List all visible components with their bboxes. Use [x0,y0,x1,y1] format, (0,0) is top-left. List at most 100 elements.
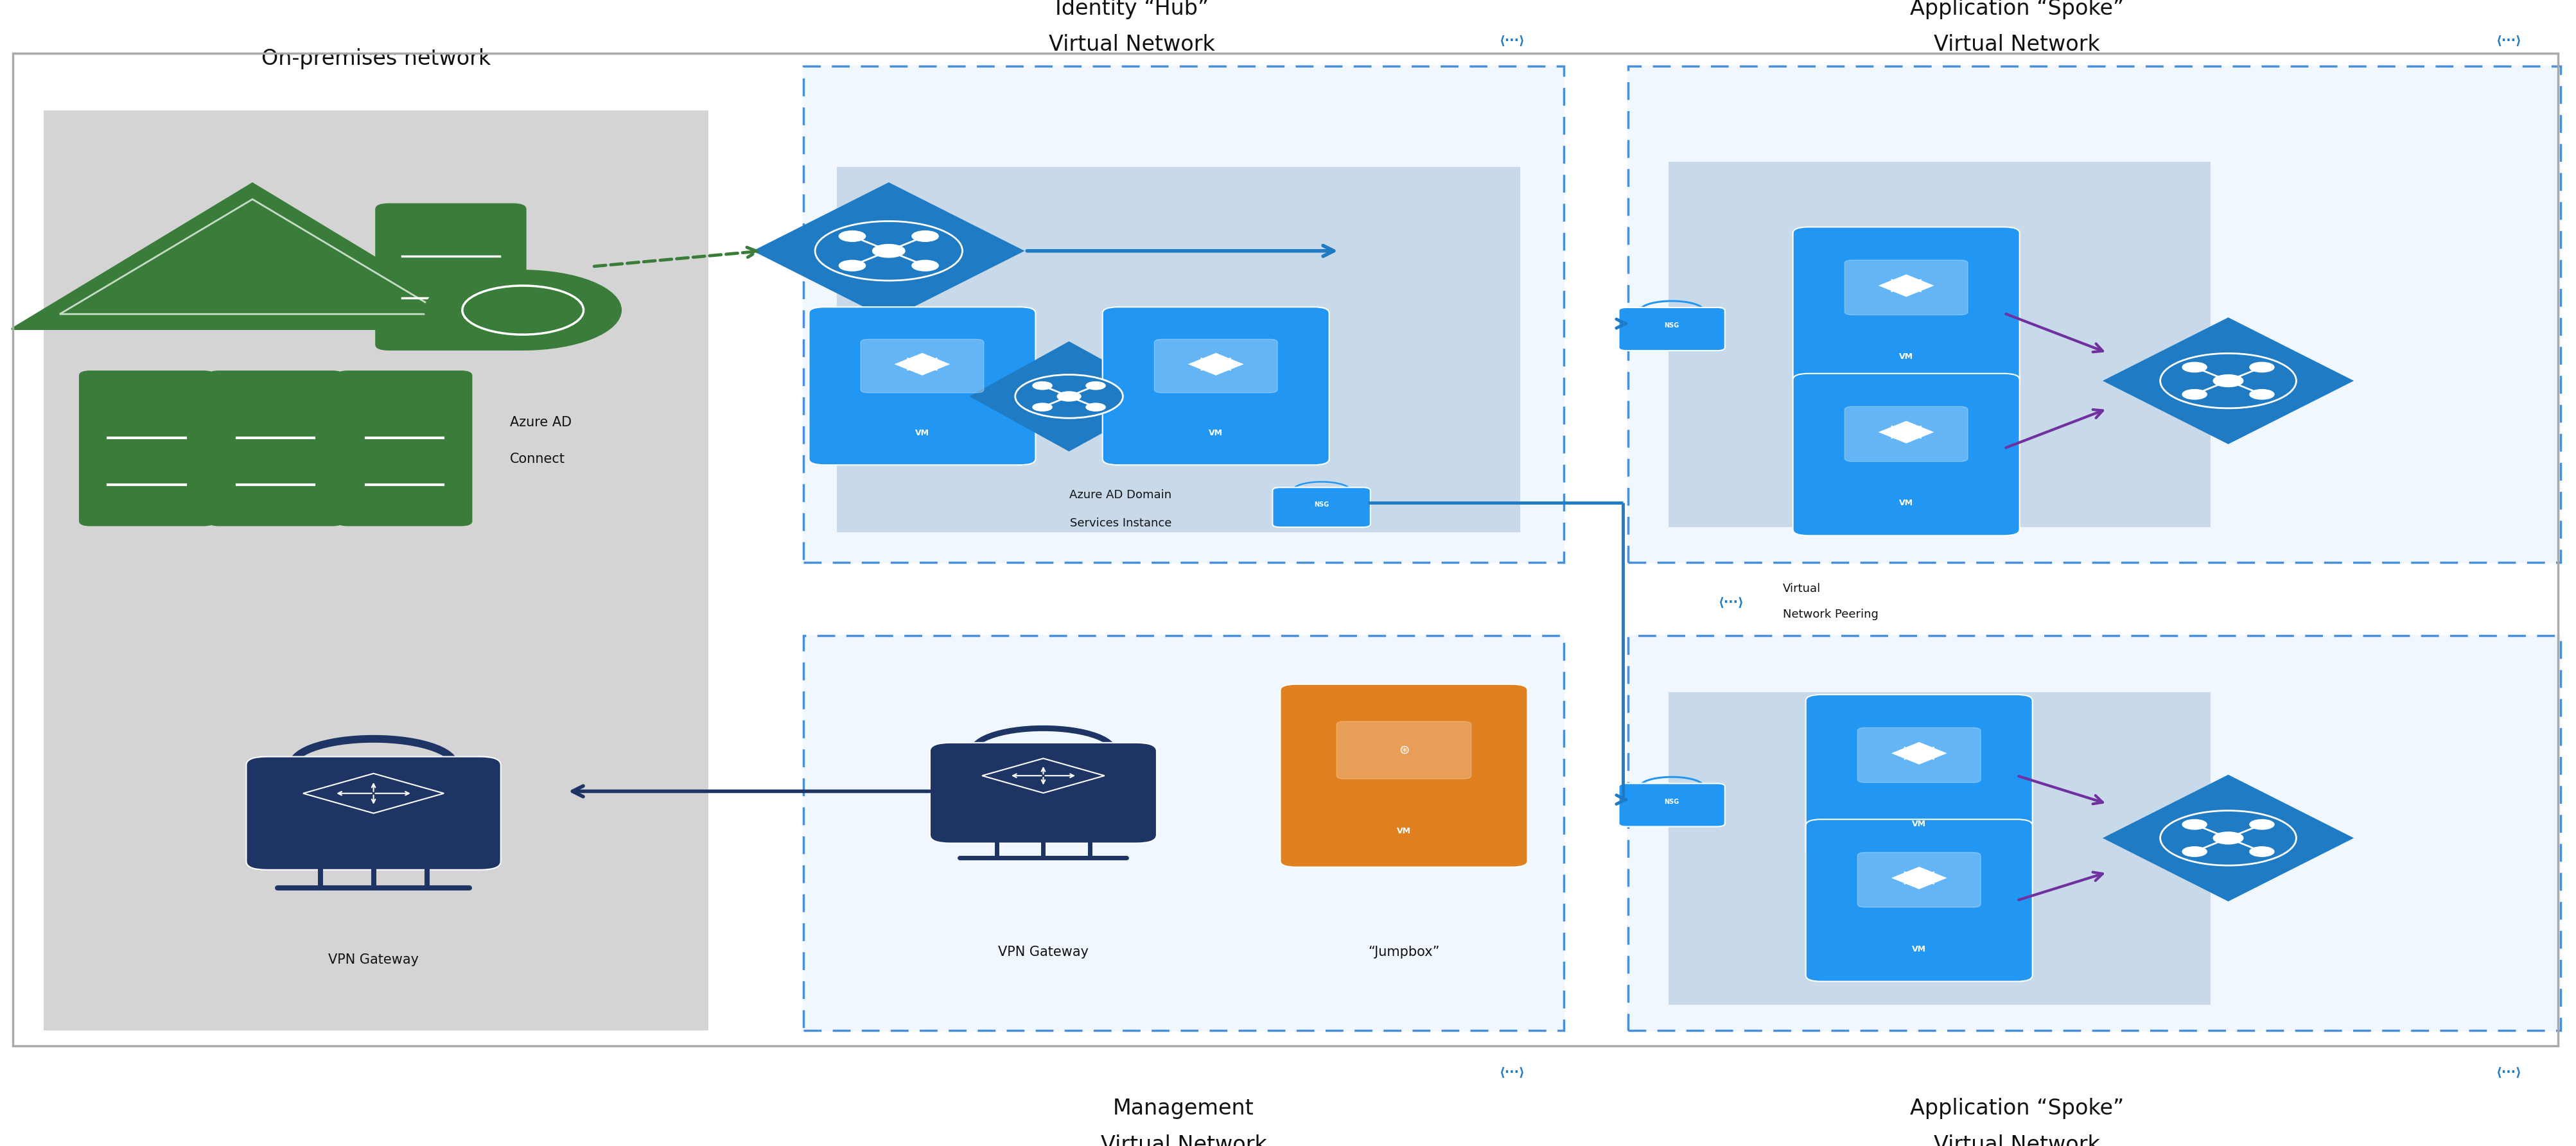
FancyBboxPatch shape [837,167,1520,532]
Text: ⟨···⟩: ⟨···⟩ [2496,34,2522,46]
Circle shape [1087,382,1105,390]
FancyBboxPatch shape [1669,692,2210,1004]
Circle shape [1015,375,1123,418]
FancyBboxPatch shape [1280,684,1528,868]
FancyBboxPatch shape [1793,227,2020,390]
FancyBboxPatch shape [804,635,1564,1030]
FancyBboxPatch shape [1628,635,2561,1030]
FancyBboxPatch shape [1844,260,1968,315]
Text: Connect: Connect [510,453,564,465]
Text: VM: VM [1911,944,1927,953]
FancyBboxPatch shape [804,66,1564,563]
Text: ⟨···⟩: ⟨···⟩ [1499,34,1525,46]
Text: ⟨···⟩: ⟨···⟩ [1499,1066,1525,1078]
Text: “Jumpbox”: “Jumpbox” [1368,945,1440,959]
Text: Management: Management [1113,1098,1255,1118]
Text: VM: VM [1396,827,1412,835]
Circle shape [840,260,866,270]
Text: NSG: NSG [1664,322,1680,329]
Text: Azure AD: Azure AD [510,416,572,429]
Circle shape [840,230,866,242]
FancyBboxPatch shape [1857,853,1981,908]
Circle shape [2182,362,2208,372]
Text: Virtual Network: Virtual Network [1935,1135,2099,1146]
Text: Application “Spoke”: Application “Spoke” [1909,0,2125,19]
Circle shape [2249,819,2275,830]
Circle shape [2182,847,2208,856]
Circle shape [2213,375,2244,387]
Text: VM: VM [914,429,930,438]
FancyBboxPatch shape [1806,694,2032,857]
Polygon shape [1891,866,1947,889]
Circle shape [912,230,938,242]
FancyBboxPatch shape [376,204,526,350]
Text: Azure AD Domain: Azure AD Domain [1069,489,1172,501]
FancyBboxPatch shape [1337,722,1471,779]
Circle shape [2249,847,2275,856]
FancyBboxPatch shape [860,339,984,393]
FancyBboxPatch shape [1844,407,1968,462]
Text: Services Instance: Services Instance [1069,517,1172,529]
Text: VM: VM [1899,353,1914,361]
Text: Application “Spoke”: Application “Spoke” [1909,1098,2125,1118]
Circle shape [2182,819,2208,830]
FancyBboxPatch shape [80,371,214,525]
Circle shape [1056,392,1082,401]
FancyBboxPatch shape [1618,307,1726,351]
Circle shape [912,260,938,270]
Polygon shape [971,343,1167,450]
Polygon shape [2105,776,2352,901]
Polygon shape [755,183,1023,319]
Circle shape [2161,810,2295,865]
FancyBboxPatch shape [1273,487,1370,527]
FancyBboxPatch shape [1806,819,2032,981]
Polygon shape [1878,274,1935,297]
Text: NSG: NSG [1664,799,1680,804]
Text: Identity “Hub”: Identity “Hub” [1056,0,1208,19]
Circle shape [2249,362,2275,372]
Text: VM: VM [1208,429,1224,438]
FancyBboxPatch shape [1628,66,2561,563]
Text: VPN Gateway: VPN Gateway [327,953,420,966]
Text: VM: VM [1899,499,1914,508]
Polygon shape [2105,319,2352,444]
Circle shape [2182,390,2208,399]
Polygon shape [1891,741,1947,764]
Text: VPN Gateway: VPN Gateway [997,945,1090,959]
FancyBboxPatch shape [44,111,708,1030]
Text: Virtual: Virtual [1783,583,1821,595]
Text: ⟨···⟩: ⟨···⟩ [1718,596,1744,609]
Text: NSG: NSG [1314,501,1329,508]
FancyBboxPatch shape [1857,728,1981,783]
Circle shape [2213,832,2244,845]
FancyBboxPatch shape [1618,784,1726,826]
Text: Network Peering: Network Peering [1783,609,1878,620]
Circle shape [1033,382,1051,390]
FancyBboxPatch shape [337,371,471,525]
Polygon shape [10,183,495,329]
Circle shape [2249,390,2275,399]
FancyBboxPatch shape [809,307,1036,465]
FancyBboxPatch shape [1154,339,1278,393]
Text: VM: VM [1911,821,1927,829]
Circle shape [873,244,904,258]
Text: Virtual Network: Virtual Network [1048,34,1216,55]
FancyBboxPatch shape [1669,163,2210,526]
Polygon shape [1878,421,1935,444]
Polygon shape [981,759,1105,793]
FancyBboxPatch shape [1793,374,2020,535]
Text: ⟨···⟩: ⟨···⟩ [2496,1066,2522,1078]
Polygon shape [304,774,443,814]
Polygon shape [1188,353,1244,376]
Text: Virtual Network: Virtual Network [1935,34,2099,55]
Circle shape [425,270,621,350]
FancyBboxPatch shape [930,743,1157,843]
Circle shape [2161,353,2295,408]
Text: Virtual Network: Virtual Network [1100,1135,1267,1146]
Text: ⊛: ⊛ [1399,744,1409,756]
FancyBboxPatch shape [1103,307,1329,465]
FancyBboxPatch shape [209,371,343,525]
FancyBboxPatch shape [247,756,500,870]
Circle shape [814,221,963,281]
Text: On-premises network: On-premises network [260,48,492,69]
